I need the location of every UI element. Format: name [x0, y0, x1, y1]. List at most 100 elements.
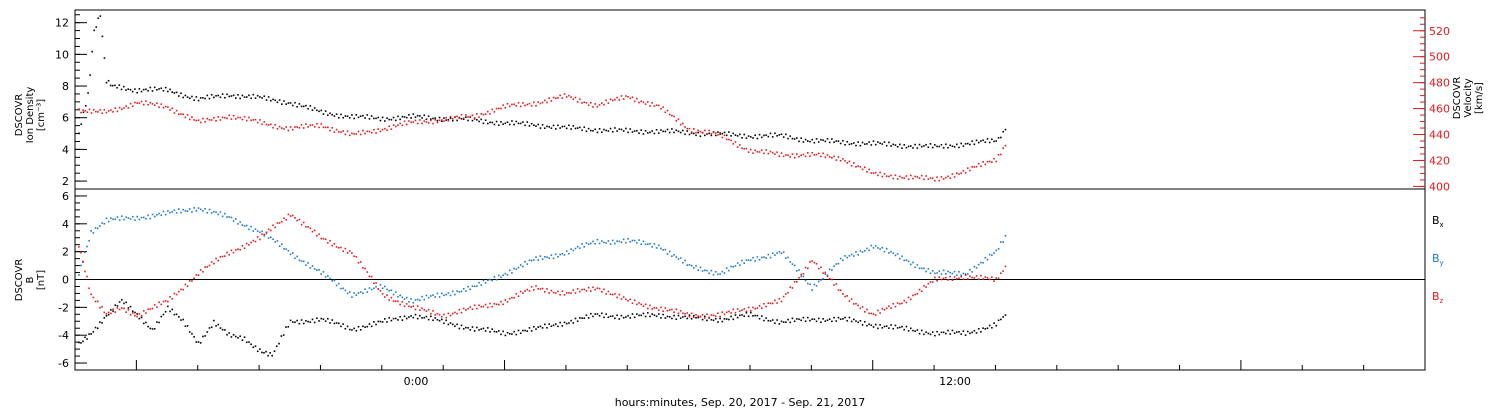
data-point	[622, 98, 625, 100]
data-point	[105, 315, 108, 317]
data-point	[263, 233, 266, 236]
data-point	[905, 259, 908, 261]
data-point	[261, 97, 263, 99]
data-point	[785, 293, 787, 295]
data-point	[313, 268, 316, 270]
field-axis-title-line-3: [nT]	[36, 270, 47, 290]
data-point	[353, 292, 355, 294]
data-point	[346, 292, 349, 295]
data-point	[1000, 241, 1002, 243]
data-point	[241, 339, 244, 342]
data-point	[642, 133, 645, 135]
data-point	[432, 294, 434, 296]
data-point	[745, 259, 748, 261]
data-point	[302, 221, 305, 224]
data-point	[142, 322, 145, 325]
data-point	[912, 261, 914, 264]
data-point	[171, 211, 174, 213]
data-point	[368, 287, 371, 289]
data-point	[625, 95, 627, 97]
data-point	[430, 315, 432, 318]
data-point	[153, 215, 156, 218]
data-point	[129, 218, 132, 220]
data-point	[195, 210, 198, 212]
data-point	[712, 314, 715, 317]
data-point	[822, 278, 824, 280]
data-point	[390, 128, 393, 130]
data-point	[142, 310, 145, 312]
data-point	[776, 319, 778, 321]
data-point	[554, 97, 557, 99]
data-point	[101, 222, 103, 224]
data-point	[703, 269, 706, 272]
velocity-axis-title: DSCOVR Velocity [km/s]	[1452, 77, 1485, 120]
data-point	[337, 282, 340, 285]
data-point	[710, 318, 713, 321]
data-point	[964, 334, 967, 336]
data-point	[502, 123, 504, 125]
data-point	[920, 290, 923, 293]
density-axis-title-line-2: Ion Density	[25, 87, 36, 144]
data-point	[440, 292, 443, 295]
data-point	[118, 219, 121, 221]
data-point	[421, 317, 423, 319]
legend-bz-label: B	[1432, 290, 1440, 303]
data-point	[809, 155, 811, 157]
data-point	[112, 308, 114, 311]
data-point	[576, 288, 579, 290]
data-point	[237, 93, 239, 96]
data-point	[300, 260, 303, 262]
data-point	[342, 116, 344, 119]
data-point	[653, 306, 656, 309]
data-point	[530, 105, 533, 107]
data-point	[392, 293, 395, 296]
data-point	[548, 97, 550, 99]
data-point	[616, 130, 618, 132]
data-point	[300, 223, 303, 226]
data-point	[815, 320, 818, 323]
data-point	[824, 271, 827, 274]
data-point	[1004, 265, 1007, 268]
data-point	[892, 143, 895, 146]
data-point	[368, 275, 371, 278]
data-point	[966, 278, 969, 280]
data-point	[287, 102, 290, 104]
data-point	[513, 267, 515, 270]
data-point	[752, 137, 754, 139]
data-point	[526, 103, 529, 106]
data-point	[436, 119, 439, 122]
data-point	[620, 128, 623, 131]
data-point	[351, 114, 353, 116]
data-point	[178, 95, 180, 97]
data-point	[178, 113, 180, 116]
data-point	[977, 263, 980, 266]
data-point	[857, 321, 859, 324]
data-point	[274, 226, 277, 229]
data-point	[655, 128, 658, 131]
data-point	[208, 264, 211, 267]
data-point	[754, 149, 756, 152]
data-point	[975, 139, 978, 142]
data-point	[283, 217, 285, 220]
data-point	[980, 140, 982, 142]
data-point	[476, 307, 478, 310]
data-point	[905, 301, 908, 304]
data-point	[193, 277, 195, 280]
data-point	[182, 288, 184, 291]
data-point	[145, 321, 147, 324]
data-point	[344, 327, 347, 330]
data-point	[465, 309, 467, 311]
data-point	[331, 113, 334, 116]
data-point	[660, 107, 662, 110]
data-point	[164, 300, 167, 302]
data-point	[451, 290, 454, 293]
data-point	[99, 306, 101, 309]
data-point	[230, 95, 233, 97]
data-point	[232, 114, 235, 117]
data-point	[712, 131, 715, 134]
data-point	[598, 314, 601, 317]
data-point	[546, 288, 548, 290]
data-point	[440, 315, 443, 318]
data-point	[984, 141, 987, 144]
data-point	[91, 50, 93, 53]
